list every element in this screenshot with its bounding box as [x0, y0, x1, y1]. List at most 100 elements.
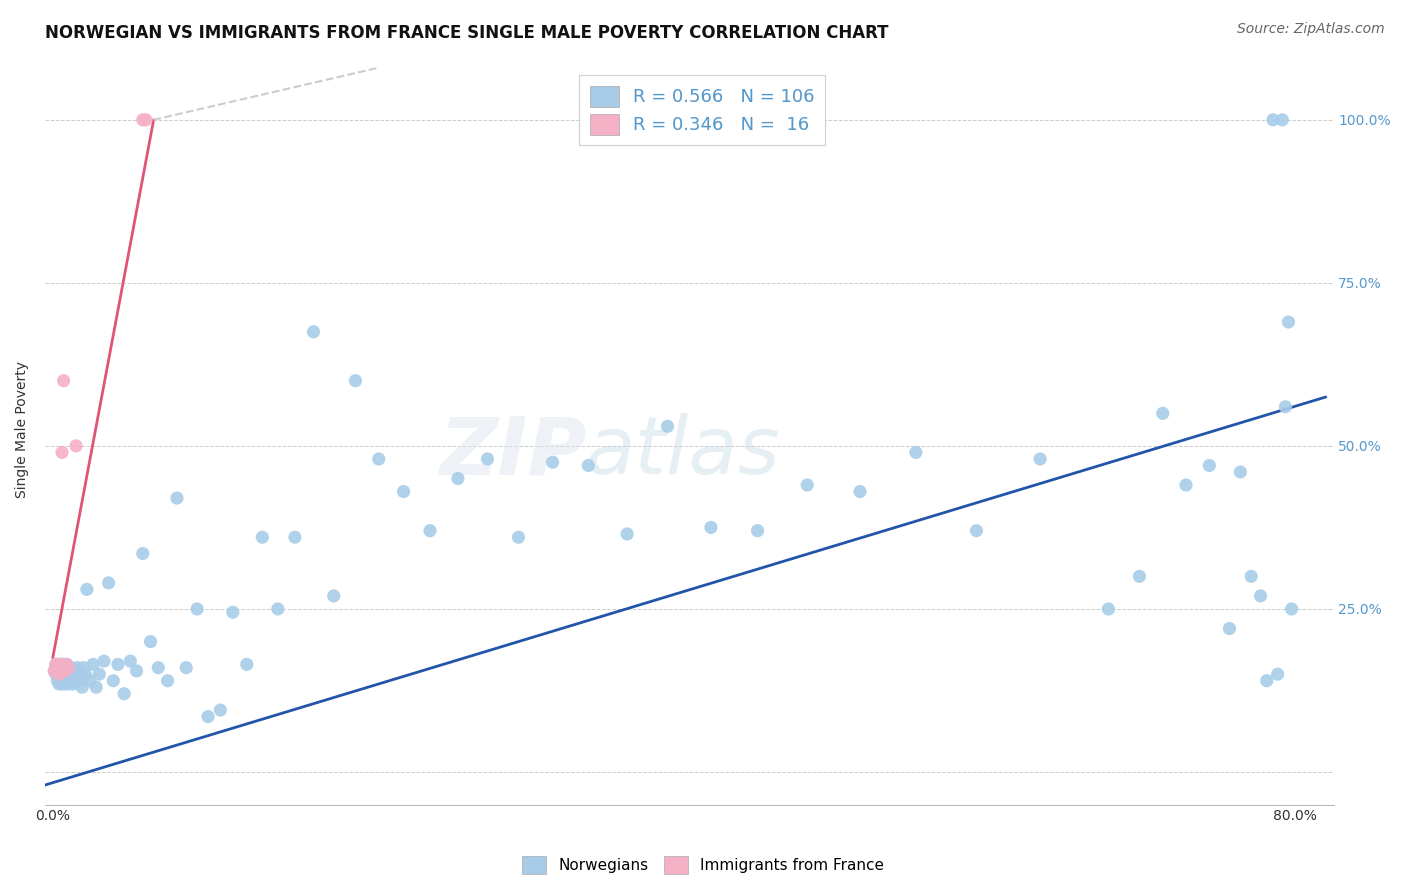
Point — [58, 677, 80, 691]
Point — [55, 657, 77, 672]
Point — [477, 452, 499, 467]
Point — [48, 664, 70, 678]
Point — [48, 677, 70, 691]
Point — [58, 660, 80, 674]
Point — [53, 657, 76, 672]
Point — [79, 673, 101, 688]
Point — [49, 657, 72, 672]
Text: Source: ZipAtlas.com: Source: ZipAtlas.com — [1237, 22, 1385, 37]
Point — [1097, 602, 1119, 616]
Point — [76, 582, 98, 597]
Point — [62, 664, 84, 678]
Point — [302, 325, 325, 339]
Point — [322, 589, 344, 603]
Point — [174, 660, 197, 674]
Point — [1267, 667, 1289, 681]
Point — [51, 677, 73, 691]
Point — [62, 677, 84, 691]
Point — [1152, 406, 1174, 420]
Point — [97, 575, 120, 590]
Point — [112, 687, 135, 701]
Point — [222, 605, 245, 619]
Point — [125, 664, 148, 678]
Point — [49, 673, 72, 688]
Point — [1240, 569, 1263, 583]
Point — [52, 657, 75, 672]
Point — [65, 673, 87, 688]
Text: atlas: atlas — [586, 413, 780, 491]
Point — [89, 667, 111, 681]
Point — [51, 657, 73, 672]
Text: NORWEGIAN VS IMMIGRANTS FROM FRANCE SINGLE MALE POVERTY CORRELATION CHART: NORWEGIAN VS IMMIGRANTS FROM FRANCE SING… — [45, 24, 889, 42]
Point — [103, 673, 125, 688]
Point — [209, 703, 232, 717]
Point — [52, 374, 75, 388]
Point — [53, 667, 76, 681]
Point — [49, 664, 72, 678]
Point — [139, 634, 162, 648]
Point — [46, 660, 69, 674]
Point — [52, 660, 75, 674]
Point — [84, 680, 107, 694]
Point — [267, 602, 290, 616]
Point — [59, 660, 82, 674]
Point — [53, 677, 76, 691]
Point — [1175, 478, 1198, 492]
Point — [93, 654, 115, 668]
Point — [48, 657, 70, 672]
Point — [1256, 673, 1278, 688]
Point — [166, 491, 188, 505]
Point — [45, 657, 67, 672]
Point — [1271, 112, 1294, 127]
Point — [965, 524, 987, 538]
Point — [120, 654, 142, 668]
Point — [48, 657, 70, 672]
Legend: R = 0.566   N = 106, R = 0.346   N =  16: R = 0.566 N = 106, R = 0.346 N = 16 — [579, 75, 825, 145]
Point — [49, 660, 72, 674]
Point — [1277, 315, 1299, 329]
Point — [344, 374, 367, 388]
Point — [46, 673, 69, 688]
Point — [59, 673, 82, 688]
Point — [53, 664, 76, 678]
Point — [65, 439, 87, 453]
Point — [904, 445, 927, 459]
Point — [796, 478, 818, 492]
Point — [51, 667, 73, 681]
Point — [51, 445, 73, 459]
Point — [52, 667, 75, 681]
Point — [55, 657, 77, 672]
Point — [1250, 589, 1272, 603]
Point — [700, 520, 723, 534]
Point — [48, 667, 70, 681]
Point — [508, 530, 530, 544]
Point — [236, 657, 259, 672]
Point — [148, 660, 170, 674]
Point — [367, 452, 389, 467]
Point — [1261, 112, 1284, 127]
Point — [49, 667, 72, 681]
Point — [66, 660, 89, 674]
Point — [419, 524, 441, 538]
Point — [69, 673, 91, 688]
Point — [747, 524, 769, 538]
Point — [1128, 569, 1150, 583]
Point — [197, 709, 219, 723]
Point — [132, 547, 155, 561]
Text: ZIP: ZIP — [439, 413, 586, 491]
Point — [447, 471, 470, 485]
Point — [657, 419, 679, 434]
Point — [1198, 458, 1220, 473]
Point — [55, 673, 77, 688]
Point — [284, 530, 307, 544]
Point — [46, 664, 69, 678]
Point — [132, 112, 155, 127]
Point — [45, 664, 67, 678]
Point — [1274, 400, 1296, 414]
Point — [58, 667, 80, 681]
Point — [70, 680, 93, 694]
Point — [541, 455, 564, 469]
Point — [849, 484, 872, 499]
Point — [45, 657, 67, 672]
Point — [52, 673, 75, 688]
